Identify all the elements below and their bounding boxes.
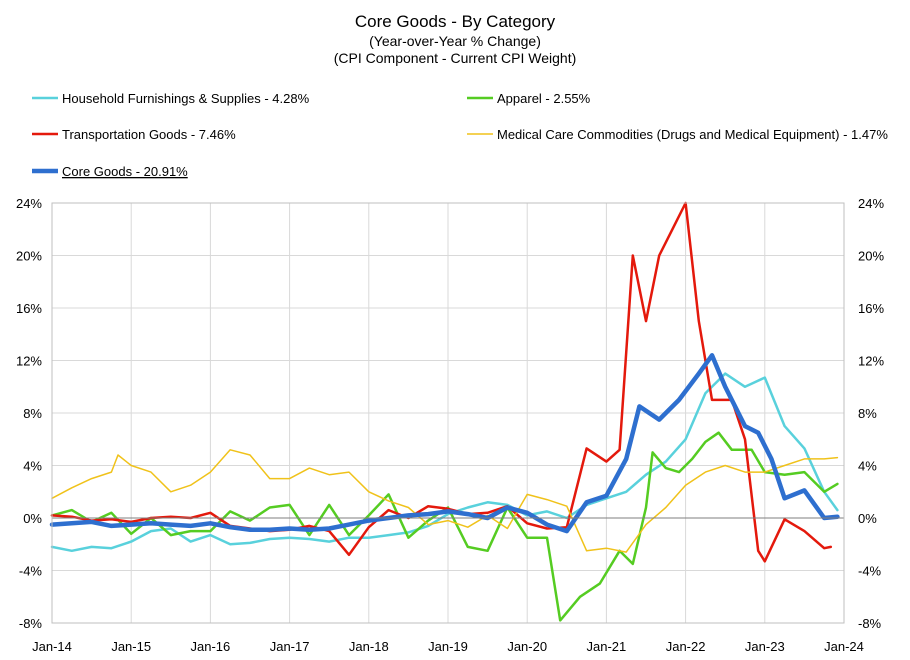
axes: 24% 24% 20% 20% 16% 16% 12% 12% 8% 8% 4% 4% 0% 0% -4% -…	[16, 196, 884, 654]
y-tick-right: 4%	[858, 459, 877, 474]
y-tick-right: -4%	[858, 564, 882, 579]
x-tick-label: Jan-16	[191, 639, 231, 654]
legend-item-transportation[interactable]: Transportation Goods - 7.46%	[32, 127, 236, 142]
x-tick-label: Jan-21	[587, 639, 627, 654]
y-tick-right: 16%	[858, 301, 884, 316]
x-tick-label: Jan-22	[666, 639, 706, 654]
x-tick-label: Jan-20	[507, 639, 547, 654]
y-tick-left: 0%	[23, 511, 42, 526]
legend-item-apparel[interactable]: Apparel - 2.55%	[467, 91, 591, 106]
x-tick-label: Jan-24	[824, 639, 864, 654]
y-tick-left: 12%	[16, 354, 42, 369]
x-tick-label: Jan-18	[349, 639, 389, 654]
y-tick-left: -8%	[19, 616, 43, 631]
chart-subtitle-2: (CPI Component - Current CPI Weight)	[334, 50, 577, 66]
x-tick-label: Jan-23	[745, 639, 785, 654]
legend: Household Furnishings & Supplies - 4.28%…	[32, 91, 888, 179]
legend-label-medical: Medical Care Commodities (Drugs and Medi…	[497, 127, 888, 142]
y-tick-left: 16%	[16, 301, 42, 316]
legend-label-apparel: Apparel - 2.55%	[497, 91, 591, 106]
y-tick-left: 24%	[16, 196, 42, 211]
y-tick-right: 0%	[858, 511, 877, 526]
legend-item-medical[interactable]: Medical Care Commodities (Drugs and Medi…	[467, 127, 888, 142]
legend-label-core-goods: Core Goods - 20.91%	[62, 164, 188, 179]
series-line-apparel	[50, 431, 839, 622]
series-line-core-goods	[49, 353, 840, 534]
y-tick-right: -8%	[858, 616, 882, 631]
y-tick-right: 24%	[858, 196, 884, 211]
y-tick-left: -4%	[19, 564, 43, 579]
legend-label-transportation: Transportation Goods - 7.46%	[62, 127, 236, 142]
y-tick-right: 20%	[858, 249, 884, 264]
series-line-transportation	[50, 201, 833, 563]
series-line-medical	[51, 449, 839, 553]
y-tick-left: 8%	[23, 406, 42, 421]
legend-item-household[interactable]: Household Furnishings & Supplies - 4.28%	[32, 91, 310, 106]
plot-border	[51, 202, 845, 624]
chart-subtitle-1: (Year-over-Year % Change)	[369, 33, 541, 49]
plot-area	[49, 201, 840, 622]
x-tick-label: Jan-14	[32, 639, 72, 654]
legend-label-household: Household Furnishings & Supplies - 4.28%	[62, 91, 310, 106]
chart-title: Core Goods - By Category	[355, 12, 556, 31]
y-tick-left: 4%	[23, 459, 42, 474]
x-tick-label: Jan-17	[270, 639, 310, 654]
y-tick-right: 8%	[858, 406, 877, 421]
y-tick-right: 12%	[858, 354, 884, 369]
x-tick-label: Jan-15	[111, 639, 151, 654]
gridlines	[51, 202, 845, 624]
legend-item-core-goods[interactable]: Core Goods - 20.91%	[32, 164, 188, 179]
series-line-household	[50, 372, 839, 553]
y-tick-left: 20%	[16, 249, 42, 264]
x-tick-label: Jan-19	[428, 639, 468, 654]
